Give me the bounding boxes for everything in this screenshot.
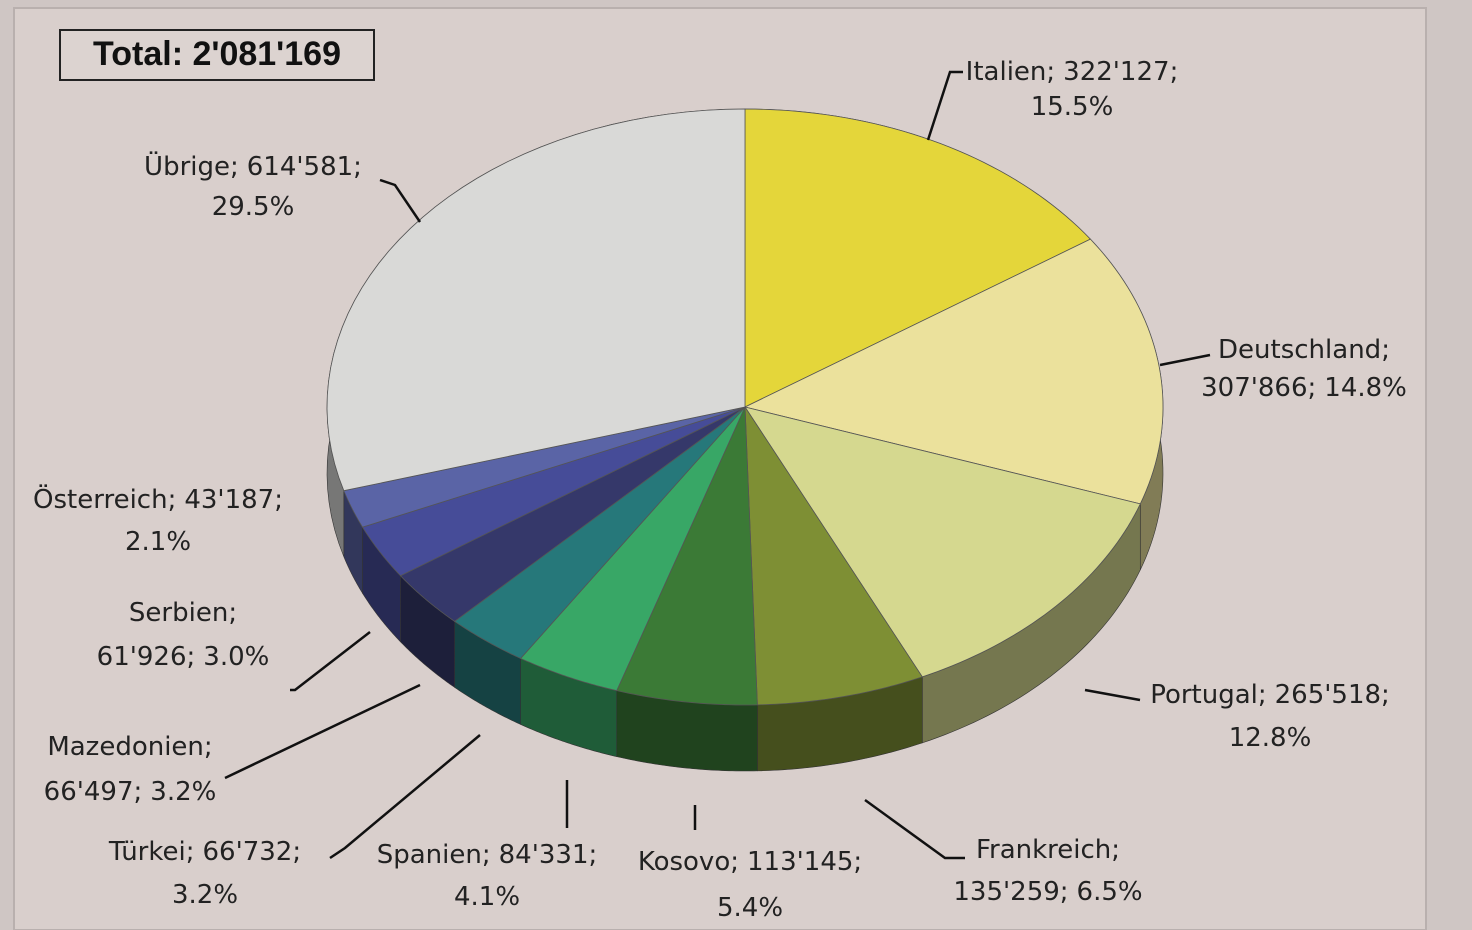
data-label-part: ; <box>228 598 237 628</box>
leader-line <box>864 798 965 860</box>
data-label-part: ; <box>204 732 213 762</box>
data-label: Italien; 322'127; <box>966 57 1179 87</box>
slice <box>361 406 746 577</box>
data-label-part: ; <box>230 152 239 182</box>
data-label-part: ; <box>1111 835 1120 865</box>
leader-line <box>1159 353 1211 367</box>
data-label-part: 3.0% <box>203 642 269 672</box>
data-label-part: 3.2% <box>172 880 238 910</box>
leader-line <box>224 683 421 780</box>
data-label-part: ; <box>292 837 301 867</box>
data-label-part: ; <box>1381 680 1390 710</box>
data-label-part: 14.8% <box>1324 373 1407 403</box>
data-label-part: 29.5% <box>212 192 295 222</box>
data-label: Serbien; <box>129 598 237 628</box>
data-label-part: 113'145 <box>747 847 853 877</box>
data-label: 2.1% <box>125 527 191 557</box>
slice <box>343 406 746 528</box>
data-label-part: 2.1% <box>125 527 191 557</box>
slice <box>519 406 746 692</box>
data-label: 29.5% <box>212 192 295 222</box>
data-label-part: 15.5% <box>1031 92 1114 122</box>
leader-line <box>379 178 422 223</box>
data-label: 3.2% <box>172 880 238 910</box>
leader-line <box>329 734 481 860</box>
leader-line <box>926 70 963 141</box>
data-label-part: ; <box>168 485 177 515</box>
data-label: 135'259; 6.5% <box>953 877 1142 907</box>
data-label-part: ; <box>274 485 283 515</box>
slice <box>743 238 1164 505</box>
data-label-part: 3.2% <box>150 777 216 807</box>
data-label-part: Italien <box>966 57 1047 87</box>
data-label-part: Deutschland <box>1218 335 1381 365</box>
total-box <box>59 29 375 81</box>
data-label-part: ; <box>730 847 739 877</box>
data-label-part: 4.1% <box>454 882 520 912</box>
slice <box>744 108 1092 408</box>
data-label-part: Mazedonien <box>47 732 204 762</box>
data-label-part: ; <box>1060 877 1069 907</box>
leader-line <box>290 631 371 692</box>
data-label-part: ; <box>134 777 143 807</box>
slice <box>744 405 923 706</box>
data-label-part: ; <box>1170 57 1179 87</box>
data-label-part: 66'732 <box>202 837 292 867</box>
data-label-part: ; <box>588 840 597 870</box>
data-label-part: ; <box>1381 335 1390 365</box>
data-label: 5.4% <box>717 893 783 923</box>
data-label-part: Portugal <box>1150 680 1258 710</box>
data-label-part: ; <box>353 152 362 182</box>
chart-title: Total: 2'081'169 <box>93 35 341 73</box>
data-label-part: Serbien <box>129 598 228 628</box>
data-label-part: Spanien <box>377 840 482 870</box>
data-label-part: 6.5% <box>1077 877 1143 907</box>
data-label-part: ; <box>1258 680 1267 710</box>
data-label: Portugal; 265'518; <box>1150 680 1390 710</box>
data-label-part: ; <box>187 642 196 672</box>
data-label-part: Frankreich <box>976 835 1111 865</box>
data-label-part: 614'581 <box>247 152 353 182</box>
data-label: Türkei; 66'732; <box>108 837 301 867</box>
data-label-part: 84'331 <box>499 840 589 870</box>
data-label-part: 135'259 <box>953 877 1059 907</box>
data-label-part: ; <box>186 837 195 867</box>
leader-line <box>1084 688 1141 702</box>
slice <box>453 406 746 659</box>
data-label-part: Österreich <box>33 483 168 515</box>
data-label: Deutschland; <box>1218 335 1390 365</box>
data-label-part: 322'127 <box>1063 57 1169 87</box>
slice <box>326 108 746 492</box>
data-label: Mazedonien; <box>47 732 212 762</box>
data-label: 4.1% <box>454 882 520 912</box>
data-label: Österreich; 43'187; <box>33 483 283 515</box>
data-label-part: 66'497 <box>44 777 134 807</box>
data-label: Spanien; 84'331; <box>377 840 598 870</box>
data-label-part: 61'926 <box>97 642 187 672</box>
data-label-part: 307'866 <box>1201 373 1307 403</box>
slice <box>744 406 1141 678</box>
data-label: 15.5% <box>1031 92 1114 122</box>
data-label-part: 43'187 <box>184 485 274 515</box>
data-label-part: ; <box>1308 373 1317 403</box>
data-label-part: Türkei <box>108 837 186 867</box>
slice <box>399 406 746 622</box>
data-label: 66'497; 3.2% <box>44 777 217 807</box>
data-label: 61'926; 3.0% <box>97 642 270 672</box>
data-label-part: Übrige <box>144 150 230 182</box>
data-label-part: Kosovo <box>638 847 730 877</box>
data-label: Kosovo; 113'145; <box>638 847 862 877</box>
data-label-part: 12.8% <box>1229 723 1312 753</box>
data-label-part: ; <box>482 840 491 870</box>
slice <box>616 406 758 706</box>
data-label: Frankreich; <box>976 835 1120 865</box>
data-label: 12.8% <box>1229 723 1312 753</box>
data-label-part: 265'518 <box>1275 680 1381 710</box>
data-label-part: ; <box>853 847 862 877</box>
data-label: Übrige; 614'581; <box>144 150 362 182</box>
data-label-part: ; <box>1046 57 1055 87</box>
data-label: 307'866; 14.8% <box>1201 373 1407 403</box>
data-label-part: 5.4% <box>717 893 783 923</box>
